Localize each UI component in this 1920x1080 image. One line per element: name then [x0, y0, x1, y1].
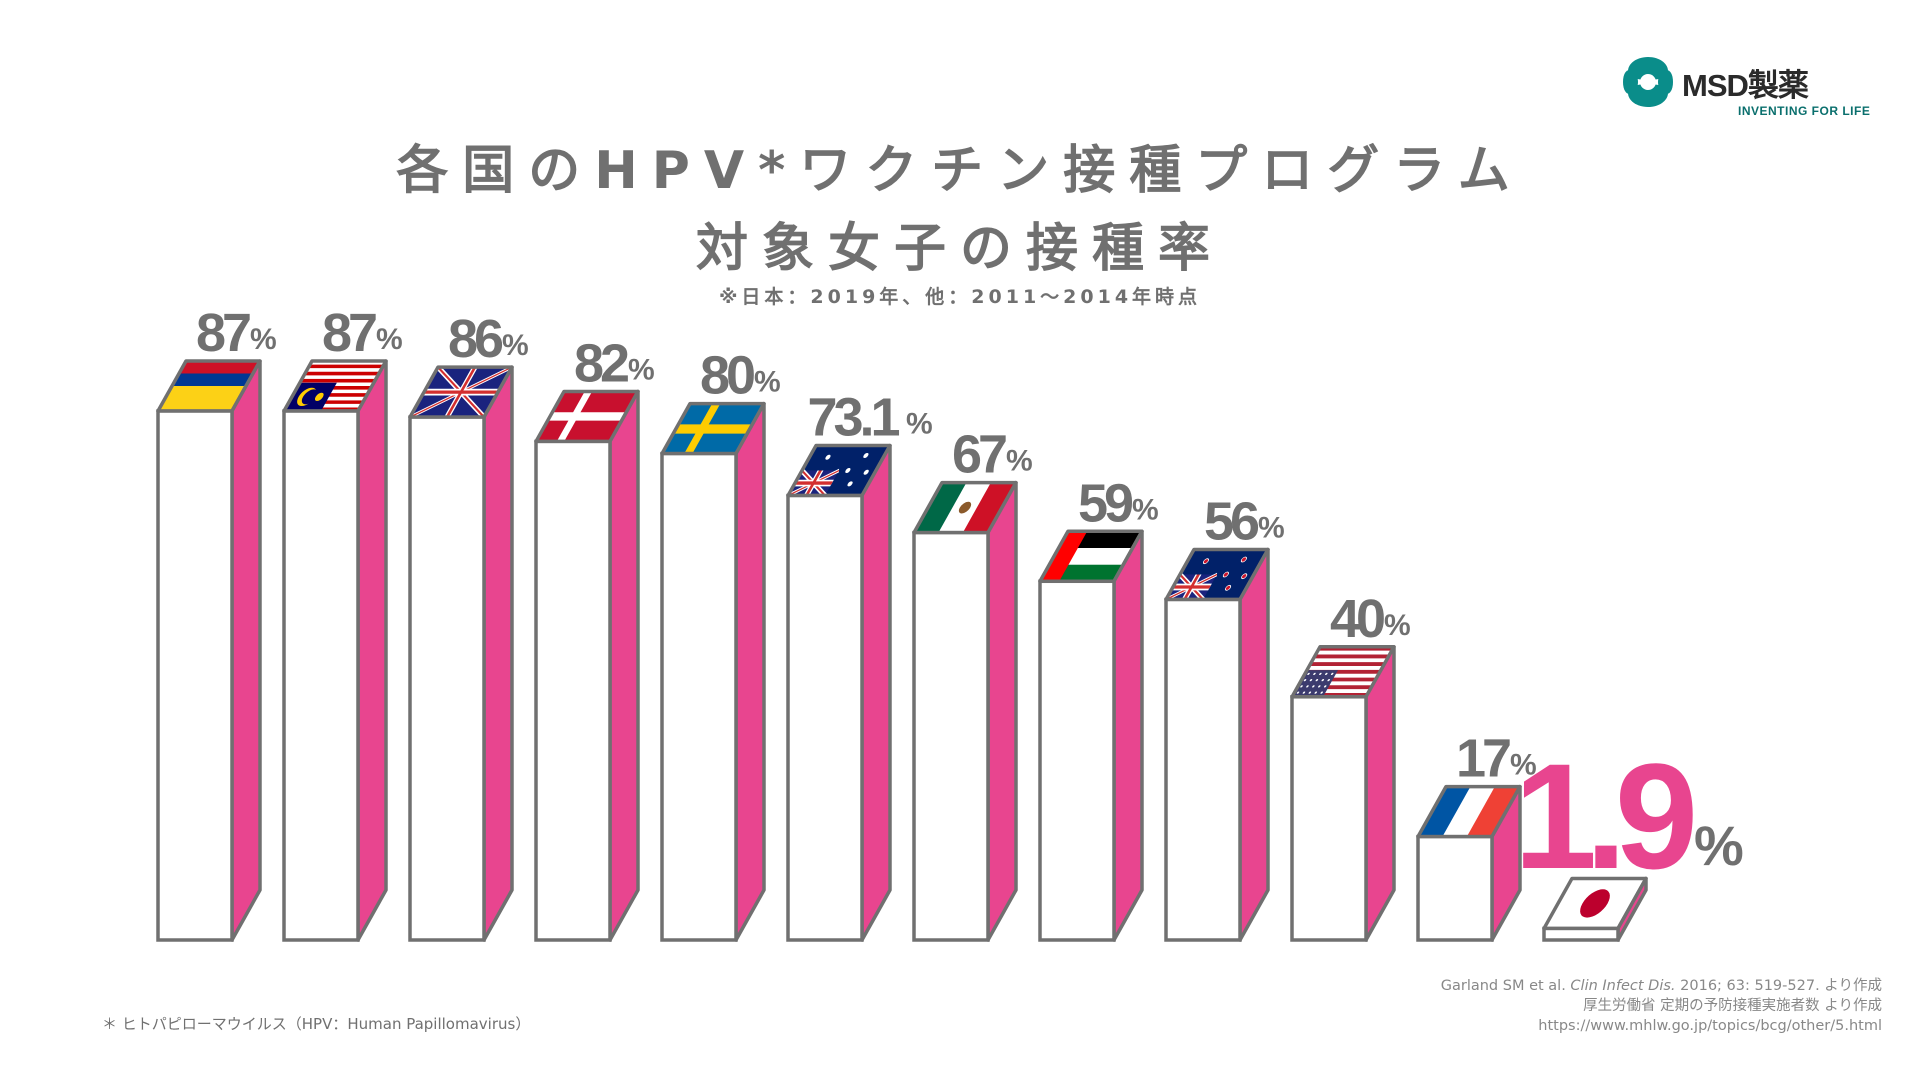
- bar-sweden: 80%: [660, 346, 781, 942]
- data-unit-france: %: [1510, 749, 1537, 782]
- colombia-flag-icon: [158, 361, 261, 412]
- bar-malaysia: 87%: [282, 303, 403, 942]
- bar-front-face: [1290, 695, 1368, 942]
- data-label-sweden: 80: [700, 346, 754, 406]
- bar-side-face: [230, 359, 262, 942]
- mexico-flag-icon: [914, 482, 1017, 533]
- bar-front-face: [1542, 926, 1620, 942]
- data-unit-malaysia: %: [376, 323, 403, 356]
- source-line2: 厚生労働省 定期の予防接種実施者数 より作成: [1583, 998, 1882, 1014]
- data-unit-sweden: %: [754, 366, 781, 399]
- bar-front-face: [1416, 834, 1494, 942]
- chart-title-line1: 各国のHPV*ワクチン接種プログラム: [396, 141, 1524, 201]
- uk-flag-icon: [409, 365, 513, 419]
- data-unit-uae: %: [1132, 493, 1159, 526]
- bar-front-face: [408, 415, 486, 942]
- bar-side-face: [1112, 529, 1144, 942]
- bar-front-face: [156, 409, 234, 942]
- bar-side-face: [1364, 645, 1396, 942]
- bar-side-face: [482, 365, 514, 942]
- data-label-colombia: 87: [196, 303, 250, 363]
- bar-side-face: [986, 480, 1018, 942]
- bar-side-face: [860, 443, 892, 942]
- source-line3: https://www.mhlw.go.jp/topics/bcg/other/…: [1538, 1018, 1882, 1034]
- data-unit-australia: %: [906, 408, 933, 441]
- bar-colombia: 87%: [156, 303, 277, 942]
- bar-side-face: [608, 389, 640, 942]
- bar-australia: 73.1%: [786, 388, 933, 942]
- data-unit-denmark: %: [628, 353, 655, 386]
- denmark-flag-icon: [536, 391, 639, 442]
- data-label-mexico: 67: [952, 425, 1006, 485]
- bar-front-face: [1038, 579, 1116, 942]
- bar-side-face: [356, 359, 388, 942]
- data-label-australia: 73.1: [807, 388, 899, 448]
- brand-name: MSD製薬: [1682, 68, 1809, 103]
- bar-france: 17%: [1416, 729, 1537, 942]
- chart-subtitle: ※日本：2019年、他：2011～2014年時点: [718, 286, 1202, 308]
- bar-uae: 59%: [1038, 473, 1159, 942]
- bar-front-face: [912, 530, 990, 942]
- bar-front-face: [534, 439, 612, 942]
- japan-flag-icon: [1544, 878, 1647, 929]
- bar-side-face: [734, 401, 766, 942]
- data-unit-japan: %: [1694, 814, 1744, 877]
- chart-title-line2: 対象女子の接種率: [695, 219, 1224, 279]
- brand-tagline: INVENTING FOR LIFE: [1738, 104, 1871, 118]
- data-label-japan: 1.9: [1514, 732, 1693, 900]
- data-label-france: 17: [1456, 729, 1510, 789]
- bar-front-face: [786, 493, 864, 942]
- bar-front-face: [660, 451, 738, 942]
- data-unit-colombia: %: [250, 323, 277, 356]
- bar-mexico: 67%: [912, 425, 1033, 942]
- msd-mark-icon: [1623, 57, 1673, 107]
- bar-new-zealand: 56%: [1164, 492, 1285, 942]
- footnote: ＊ ヒトパピローマウイルス（HPV：Human Papillomavirus）: [102, 1015, 531, 1033]
- bar-front-face: [282, 409, 360, 942]
- data-label-uk: 86: [448, 309, 503, 369]
- data-label-new-zealand: 56: [1204, 492, 1259, 552]
- uae-flag-icon: [1040, 531, 1143, 582]
- bar-front-face: [1164, 597, 1242, 942]
- data-unit-uk: %: [502, 329, 529, 362]
- data-unit-usa: %: [1384, 609, 1411, 642]
- source-line1: Garland SM et al. Clin Infect Dis. 2016;…: [1440, 978, 1882, 994]
- new-zealand-flag-icon: [1165, 549, 1269, 602]
- msd-logo: MSD製薬 INVENTING FOR LIFE: [1620, 54, 1880, 124]
- bar-uk: 86%: [408, 309, 529, 942]
- bar-side-face: [1238, 547, 1270, 942]
- australia-flag-icon: [787, 445, 891, 498]
- data-label-malaysia: 87: [322, 303, 376, 363]
- data-label-denmark: 82: [574, 333, 628, 393]
- bar-japan: 1.9%: [1514, 732, 1744, 942]
- data-unit-new-zealand: %: [1258, 512, 1285, 545]
- data-unit-mexico: %: [1006, 445, 1033, 478]
- data-label-uae: 59: [1078, 473, 1133, 533]
- bar-usa: 40%: [1290, 589, 1411, 942]
- sweden-flag-icon: [662, 403, 765, 454]
- source-citation: Garland SM et al. Clin Infect Dis. 2016;…: [1441, 976, 1882, 1036]
- france-flag-icon: [1418, 786, 1521, 837]
- bar-denmark: 82%: [534, 333, 655, 942]
- data-label-usa: 40: [1330, 589, 1384, 649]
